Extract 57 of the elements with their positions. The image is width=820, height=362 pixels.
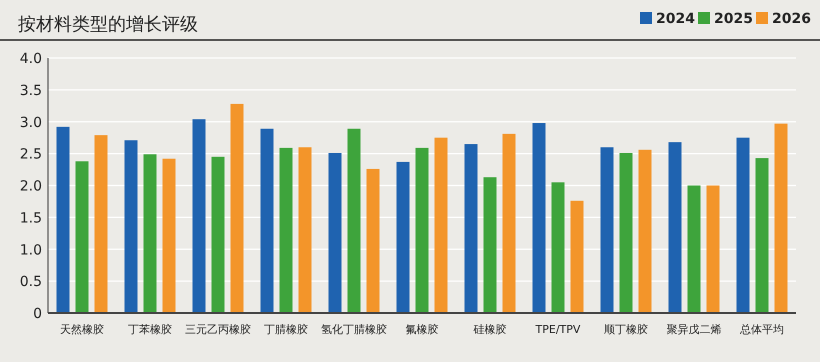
bar bbox=[736, 138, 750, 313]
bar bbox=[192, 119, 206, 313]
bar bbox=[638, 150, 652, 313]
y-tick-label: 3.5 bbox=[20, 82, 42, 99]
bar bbox=[668, 142, 682, 313]
x-tick-label: 总体平均 bbox=[739, 323, 784, 336]
bar bbox=[94, 135, 108, 313]
bar bbox=[502, 134, 516, 313]
y-tick-label: 4.0 bbox=[20, 51, 42, 67]
bar bbox=[144, 154, 156, 313]
x-tick-label: 氢化丁腈橡胶 bbox=[321, 323, 387, 336]
y-tick-label: 2.5 bbox=[20, 146, 42, 163]
y-tick-label: 0 bbox=[33, 306, 42, 322]
bar bbox=[298, 147, 312, 313]
x-tick-label: 聚异戊二烯 bbox=[666, 323, 722, 336]
bar bbox=[348, 128, 360, 313]
bar bbox=[600, 147, 614, 313]
bar bbox=[212, 156, 224, 313]
bar bbox=[532, 123, 546, 313]
x-tick-label: 硅橡胶 bbox=[472, 323, 506, 336]
legend-label: 2026 bbox=[772, 11, 811, 27]
bar bbox=[434, 138, 448, 313]
bar bbox=[620, 152, 632, 313]
x-tick-label: 丁苯橡胶 bbox=[128, 323, 172, 336]
bar bbox=[756, 158, 768, 313]
bar bbox=[774, 124, 788, 313]
bar bbox=[280, 148, 292, 313]
y-tick-label: 2.0 bbox=[20, 178, 42, 194]
x-tick-label: 天然橡胶 bbox=[60, 323, 104, 336]
x-tick-label: 丁腈橡胶 bbox=[264, 323, 308, 336]
y-tick-label: 1.0 bbox=[20, 242, 42, 258]
bar bbox=[328, 152, 342, 313]
y-tick-label: 0.5 bbox=[20, 274, 42, 290]
legend-label: 2025 bbox=[714, 11, 753, 27]
bar bbox=[124, 140, 138, 313]
bar bbox=[688, 186, 700, 313]
legend-label: 2024 bbox=[656, 11, 696, 27]
bar bbox=[260, 128, 274, 313]
bar bbox=[570, 200, 584, 313]
x-tick-label: TPE/TPV bbox=[534, 323, 581, 336]
chart-title: 按材料类型的增长评级 bbox=[18, 14, 198, 35]
bar bbox=[366, 168, 380, 313]
bar bbox=[464, 144, 478, 313]
bar bbox=[162, 158, 176, 313]
bar bbox=[706, 186, 720, 313]
bar bbox=[484, 177, 496, 313]
bar bbox=[230, 104, 244, 313]
y-tick-label: 1.5 bbox=[20, 210, 42, 226]
y-tick-label: 3.0 bbox=[20, 114, 42, 131]
bar bbox=[396, 162, 410, 313]
bar bbox=[76, 161, 88, 313]
bar bbox=[56, 126, 70, 313]
x-tick-label: 顺丁橡胶 bbox=[604, 323, 648, 336]
bar bbox=[552, 182, 564, 313]
x-tick-label: 三元乙丙橡胶 bbox=[185, 323, 251, 336]
x-tick-label: 氟橡胶 bbox=[406, 323, 438, 336]
bar bbox=[416, 148, 428, 313]
